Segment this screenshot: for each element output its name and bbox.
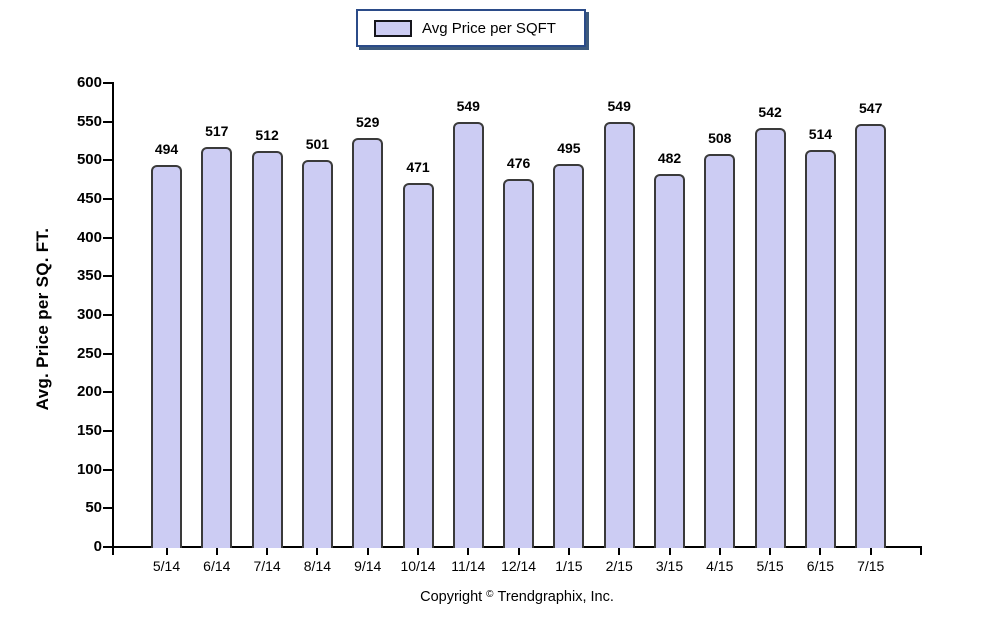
bar-value-label: 501 bbox=[305, 135, 330, 152]
x-axis-tick bbox=[266, 548, 269, 555]
y-tick-label: 0 bbox=[93, 538, 102, 555]
copyright-text: Copyright bbox=[420, 589, 483, 605]
y-tick-label: 300 bbox=[76, 306, 102, 323]
bar-value-label: 517 bbox=[205, 123, 229, 140]
bar-value-label: 514 bbox=[808, 125, 833, 142]
bar-value-label: 512 bbox=[255, 127, 279, 144]
copyright-company: Trendgraphix, Inc. bbox=[497, 589, 614, 605]
y-tick-label: 200 bbox=[76, 383, 102, 401]
y-axis-tick bbox=[103, 352, 112, 355]
x-axis-tick bbox=[718, 548, 721, 555]
y-axis-line bbox=[112, 82, 114, 548]
x-tick-label: 10/14 bbox=[400, 558, 436, 574]
bar bbox=[855, 123, 887, 548]
x-axis-tick bbox=[668, 548, 671, 555]
y-tick-label: 400 bbox=[76, 228, 102, 246]
bar-value-label: 547 bbox=[859, 99, 883, 116]
bar-value-label: 542 bbox=[758, 103, 782, 120]
x-axis-tick bbox=[316, 548, 319, 555]
x-axis-tick bbox=[467, 548, 470, 555]
x-axis-end-tick bbox=[112, 548, 114, 555]
bar bbox=[151, 164, 182, 548]
bar-value-label: 529 bbox=[356, 113, 380, 130]
x-tick-label: 9/14 bbox=[354, 558, 382, 574]
x-axis-tick bbox=[366, 548, 369, 555]
y-axis-tick bbox=[103, 430, 112, 432]
bar bbox=[654, 174, 685, 548]
y-tick-label: 150 bbox=[76, 422, 102, 439]
bar bbox=[603, 122, 635, 548]
bar-value-label: 495 bbox=[557, 140, 581, 157]
y-tick-label: 450 bbox=[76, 190, 102, 207]
y-tick-label: 350 bbox=[76, 267, 102, 285]
x-tick-label: 11/14 bbox=[451, 558, 486, 574]
bar-value-label: 494 bbox=[154, 140, 179, 157]
y-axis-tick bbox=[103, 236, 112, 239]
legend: Avg Price per SQFT bbox=[356, 9, 586, 47]
bar bbox=[704, 154, 736, 548]
x-axis-tick bbox=[869, 548, 872, 555]
x-tick-label: 3/15 bbox=[655, 558, 684, 574]
x-tick-label: 12/14 bbox=[501, 558, 537, 574]
y-axis-tick bbox=[103, 468, 112, 471]
x-tick-label: 2/15 bbox=[605, 558, 633, 574]
copyright-line: Copyright © Trendgraphix, Inc. bbox=[117, 589, 917, 605]
x-tick-label: 4/15 bbox=[706, 558, 734, 574]
bar bbox=[754, 127, 786, 548]
x-tick-label: 7/15 bbox=[857, 558, 885, 574]
copyright-symbol: © bbox=[486, 589, 494, 600]
bar-value-label: 471 bbox=[406, 158, 430, 175]
x-axis-tick bbox=[517, 548, 520, 555]
y-axis-tick bbox=[103, 198, 112, 200]
x-tick-label: 6/15 bbox=[806, 558, 835, 574]
y-axis-tick bbox=[103, 314, 112, 316]
bar bbox=[402, 182, 434, 548]
x-tick-label: 5/14 bbox=[152, 558, 181, 574]
bar-value-label: 508 bbox=[708, 130, 732, 147]
x-axis-tick bbox=[215, 548, 218, 555]
x-axis-tick bbox=[567, 548, 570, 555]
bar-value-label: 482 bbox=[657, 150, 682, 167]
y-tick-label: 250 bbox=[76, 344, 102, 362]
bar-value-label: 476 bbox=[506, 154, 531, 171]
x-tick-label: 5/15 bbox=[756, 558, 784, 574]
x-axis-tick bbox=[417, 548, 419, 555]
y-tick-label: 50 bbox=[85, 499, 102, 517]
bar bbox=[452, 122, 484, 548]
x-axis-tick bbox=[618, 548, 621, 555]
y-axis-tick bbox=[103, 82, 112, 84]
bar bbox=[201, 147, 233, 548]
bar bbox=[352, 137, 384, 548]
y-axis-tick bbox=[103, 120, 112, 123]
x-axis-tick bbox=[165, 548, 168, 555]
bar bbox=[301, 159, 333, 548]
bar bbox=[503, 178, 535, 548]
x-axis-tick bbox=[819, 548, 822, 555]
y-axis-tick bbox=[103, 391, 112, 394]
legend-label: Avg Price per SQFT bbox=[422, 19, 556, 37]
y-axis-tick bbox=[103, 507, 112, 510]
y-axis-tick bbox=[103, 275, 112, 278]
y-tick-label: 550 bbox=[76, 112, 102, 130]
bar bbox=[251, 151, 283, 548]
x-tick-label: 6/14 bbox=[203, 558, 231, 574]
y-tick-label: 100 bbox=[76, 460, 102, 478]
bar-value-label: 549 bbox=[456, 98, 480, 115]
bar-value-label: 549 bbox=[607, 98, 631, 115]
legend-swatch-icon bbox=[374, 19, 412, 37]
y-axis-tick bbox=[103, 159, 112, 162]
y-tick-label: 500 bbox=[76, 151, 102, 169]
x-axis-end-tick bbox=[920, 548, 922, 555]
y-axis-tick bbox=[103, 546, 112, 548]
x-tick-label: 7/14 bbox=[253, 558, 281, 574]
x-axis-tick bbox=[769, 548, 772, 555]
bar bbox=[804, 149, 836, 548]
x-tick-label: 1/15 bbox=[555, 558, 583, 574]
x-tick-label: 8/14 bbox=[303, 558, 332, 574]
bar bbox=[553, 164, 585, 548]
y-tick-label: 600 bbox=[76, 74, 102, 91]
